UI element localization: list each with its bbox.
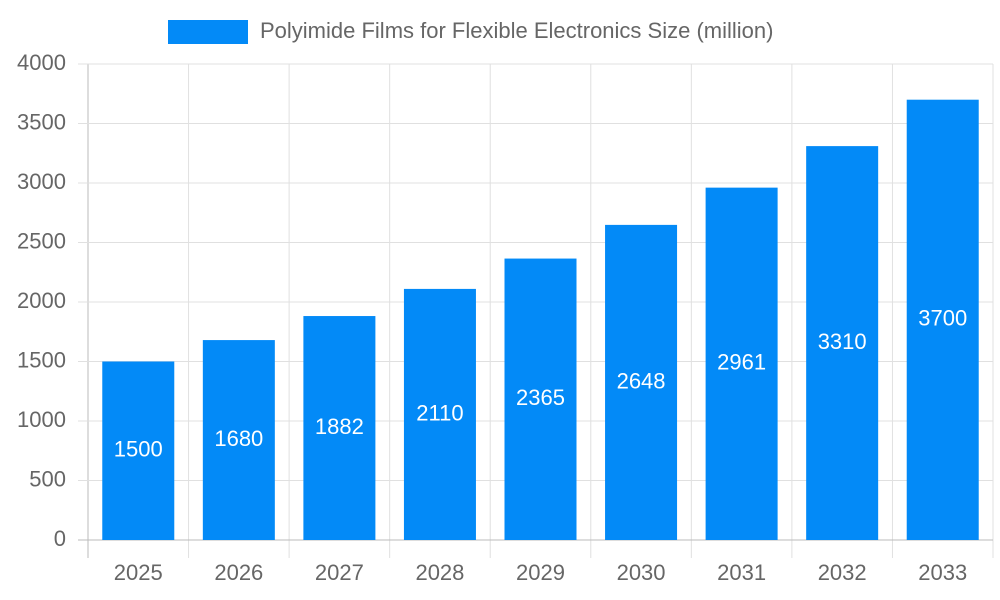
x-tick-label: 2027 <box>315 560 364 585</box>
data-label: 2961 <box>717 350 766 375</box>
y-tick-label: 2500 <box>17 228 66 253</box>
bar <box>705 187 778 541</box>
x-tick-label: 2025 <box>114 560 163 585</box>
x-tick-label: 2026 <box>214 560 263 585</box>
y-tick-label: 3000 <box>17 169 66 194</box>
y-tick-label: 4000 <box>17 50 66 75</box>
x-tick-label: 2032 <box>818 560 867 585</box>
data-label: 2648 <box>617 368 666 393</box>
bar <box>303 316 376 540</box>
y-tick-label: 0 <box>54 526 66 551</box>
bar <box>504 258 577 540</box>
data-label: 2110 <box>416 400 463 425</box>
y-tick-label: 500 <box>29 466 66 491</box>
bar <box>102 361 175 540</box>
data-label: 3700 <box>918 306 967 331</box>
bar <box>202 340 275 540</box>
data-label: 1500 <box>114 437 163 462</box>
bar <box>605 224 678 540</box>
x-tick-label: 2031 <box>717 560 766 585</box>
data-label: 1680 <box>214 426 263 451</box>
bar <box>403 288 476 540</box>
legend: Polyimide Films for Flexible Electronics… <box>168 18 773 44</box>
y-tick-label: 1500 <box>17 347 66 372</box>
bar <box>806 146 879 541</box>
y-tick-label: 1000 <box>17 407 66 432</box>
x-tick-label: 2029 <box>516 560 565 585</box>
x-tick-label: 2030 <box>617 560 666 585</box>
data-label: 1882 <box>315 414 364 439</box>
bar <box>906 99 979 540</box>
legend-swatch <box>168 20 248 44</box>
y-tick-label: 2000 <box>17 288 66 313</box>
x-tick-label: 2033 <box>918 560 967 585</box>
x-tick-label: 2028 <box>415 560 464 585</box>
y-tick-label: 3500 <box>17 109 66 134</box>
data-label: 3310 <box>818 329 867 354</box>
data-label: 2365 <box>516 385 565 410</box>
legend-label: Polyimide Films for Flexible Electronics… <box>260 18 773 43</box>
